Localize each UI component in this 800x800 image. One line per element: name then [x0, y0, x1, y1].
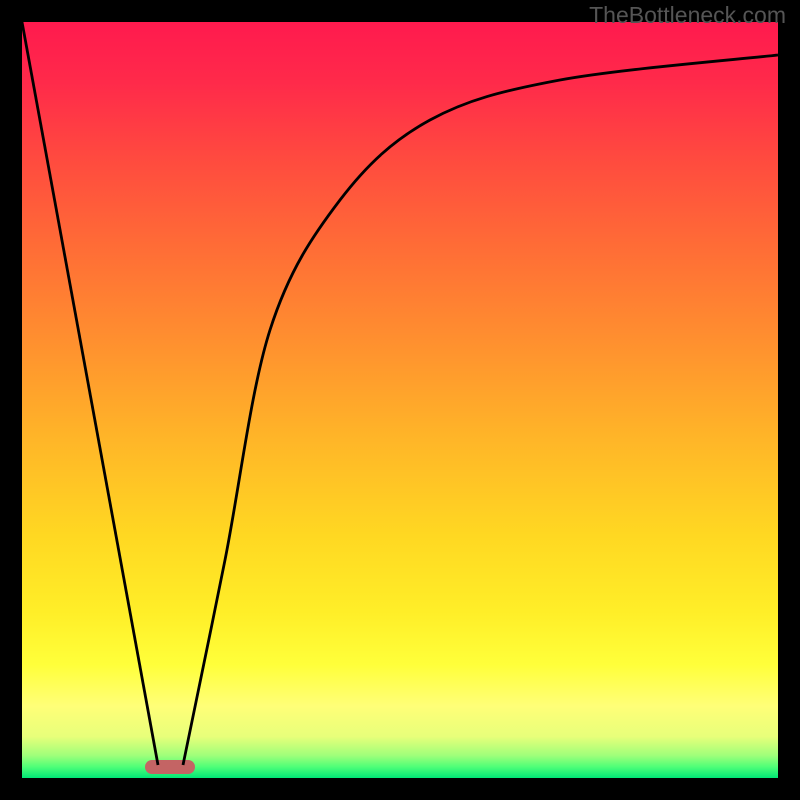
- bottleneck-marker: [145, 760, 195, 774]
- bottleneck-chart: [0, 0, 800, 800]
- plot-background: [22, 22, 778, 778]
- chart-container: TheBottleneck.com: [0, 0, 800, 800]
- watermark-text: TheBottleneck.com: [589, 2, 786, 29]
